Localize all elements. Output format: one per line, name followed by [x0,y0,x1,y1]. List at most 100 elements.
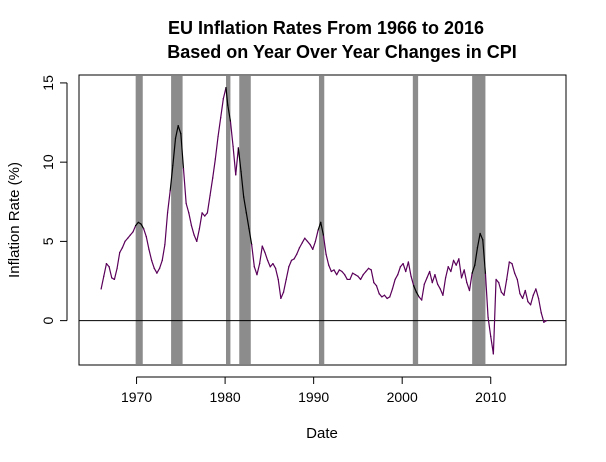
series-segment [256,262,261,276]
data-point [370,269,372,271]
data-point [277,278,279,281]
series-segment [225,87,229,106]
data-point [545,320,548,322]
data-point [399,266,402,268]
series-segment [325,253,330,266]
data-point [378,293,380,295]
series-segment [253,266,258,276]
x-tick-label: 1990 [298,389,329,405]
data-point [322,234,324,236]
data-point [341,270,343,273]
y-axis-label: Inflation Rate (%) [6,162,23,278]
data-point [450,270,452,273]
data-point [455,264,457,266]
data-point [466,282,468,284]
series-segment [447,266,452,273]
series-segment [261,245,266,254]
series-segment [151,259,155,269]
data-point [352,272,354,274]
series-segment [466,282,471,292]
series-segment [519,293,524,300]
data-point [442,294,444,296]
recession-band-6 [412,76,419,364]
series-segment [405,261,409,273]
series-segment [193,234,198,242]
series-segment [421,283,425,301]
series-segment [129,231,134,236]
data-point [161,259,163,262]
data-point [516,278,518,281]
y-tick-label: 15 [40,75,56,91]
series-segment [442,277,447,296]
data-point [444,277,447,279]
data-point [240,171,242,173]
series-segment [317,221,322,231]
series-segment [229,120,234,147]
data-point [151,259,153,262]
recession-band-5 [318,76,325,364]
data-point [282,291,285,293]
data-point [105,262,108,265]
series-segment [237,147,242,173]
data-point [463,269,465,271]
series-segment [121,240,126,249]
data-point [415,291,417,293]
data-point [153,267,155,269]
series-segment [375,285,380,295]
data-point [476,247,479,249]
series-segment [312,240,317,250]
data-point [256,274,258,276]
data-point [229,120,232,122]
data-point [344,274,346,276]
series-segment [487,316,492,338]
data-point [264,251,266,254]
data-point [227,104,229,106]
x-axis: 1970 1980 1990 2000 2010 [121,376,507,405]
data-point [359,278,362,281]
series-segment [407,261,412,277]
data-point [204,215,206,217]
series-segment [166,190,171,214]
series-segment [431,274,436,284]
data-point [143,228,145,230]
series-segment [429,270,433,284]
data-point [397,274,399,276]
data-point [328,264,330,266]
data-point [498,282,500,284]
plot-frame [78,74,567,366]
series-segment [161,243,166,262]
series-segment [248,228,253,246]
series-segment [344,274,348,281]
data-point [479,232,481,235]
data-point [389,296,391,298]
data-point [543,321,545,323]
series-segment [516,278,521,295]
data-point [439,288,441,290]
series-segment [322,234,327,255]
data-point [386,297,388,300]
series-segment [124,237,129,242]
series-segment [251,243,255,268]
series-segment [389,288,394,298]
data-point [220,117,222,119]
series-segment [479,232,484,241]
data-point [381,296,383,298]
series-segment [185,202,190,214]
series-segment [397,266,402,276]
series-segment [511,262,516,274]
data-point [290,259,293,262]
series-segment [314,229,319,242]
data-point [506,278,508,281]
series-segment [529,294,534,306]
data-point [301,242,303,244]
data-point [487,316,489,319]
series-segment [182,167,187,204]
series-segment [474,247,479,266]
data-point [349,278,351,281]
series-segment [341,270,346,276]
recession-band-7 [472,76,486,364]
series-segment [444,266,449,279]
data-point [251,243,253,246]
data-point [177,125,179,127]
